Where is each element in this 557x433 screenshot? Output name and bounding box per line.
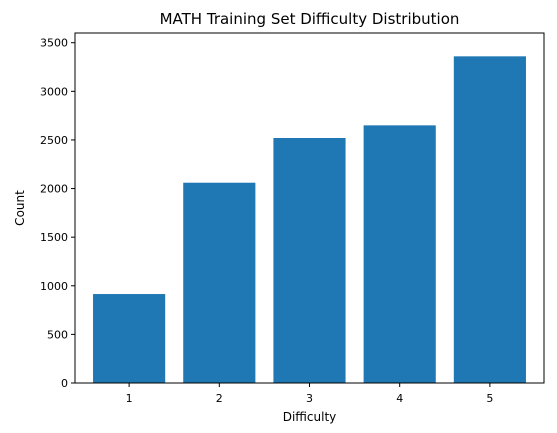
x-axis-ticks: 1 2 3 4 5 xyxy=(126,383,493,405)
y-tick-label: 3500 xyxy=(40,37,68,50)
x-tick-label: 5 xyxy=(486,392,493,405)
x-tick-label: 3 xyxy=(306,392,313,405)
y-tick-label: 1000 xyxy=(40,280,68,293)
y-tick-label: 3000 xyxy=(40,85,68,98)
bar-3 xyxy=(273,138,346,383)
bar-1 xyxy=(93,294,166,383)
bar-4 xyxy=(363,125,436,384)
y-tick-label: 2000 xyxy=(40,183,68,196)
x-tick-label: 1 xyxy=(126,392,133,405)
bar-5 xyxy=(453,56,526,383)
y-tick-label: 1500 xyxy=(40,231,68,244)
bar-2 xyxy=(183,182,256,383)
x-axis-label: Difficulty xyxy=(283,410,337,424)
y-tick-label: 500 xyxy=(47,328,68,341)
plot-frame xyxy=(74,32,545,384)
y-axis-ticks: 0 500 1000 1500 2000 2500 3000 3500 xyxy=(40,37,75,390)
x-tick-label: 4 xyxy=(396,392,403,405)
y-axis-label: Count xyxy=(13,190,27,226)
bars xyxy=(93,56,526,384)
x-tick-label: 2 xyxy=(216,392,223,405)
y-tick-label: 2500 xyxy=(40,134,68,147)
y-tick-label: 0 xyxy=(61,377,68,390)
chart-title: MATH Training Set Difficulty Distributio… xyxy=(160,10,460,28)
